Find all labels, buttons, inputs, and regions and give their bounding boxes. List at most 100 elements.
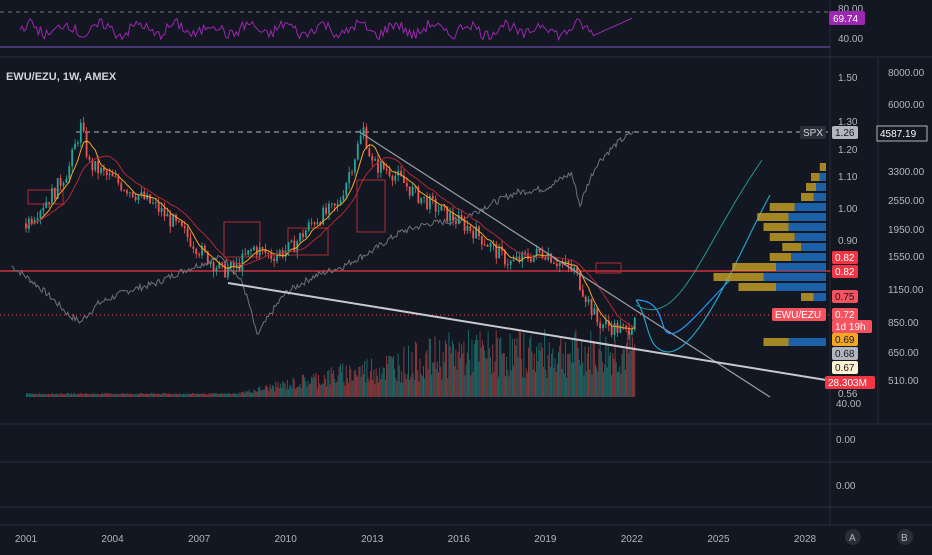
volume-bar-59	[94, 393, 96, 397]
candle-body-53	[178, 220, 180, 222]
volume-bar-250	[314, 376, 316, 397]
volume-bar-421	[511, 338, 513, 397]
volume-bar-480	[579, 364, 581, 397]
volume-bar-366	[448, 332, 450, 397]
log-scale-button-label[interactable]: B	[901, 533, 908, 544]
volume-bar-443	[537, 361, 539, 397]
candle-body-180	[544, 257, 547, 260]
price-label-text-5: EWU/EZU	[775, 310, 821, 321]
auto-scale-button[interactable]	[845, 529, 861, 545]
candle-body-86	[273, 258, 276, 262]
candle-body-54	[180, 221, 183, 227]
candle-body-45	[154, 202, 157, 204]
descending-resistance-trendline	[357, 130, 771, 398]
volume-bar-519	[624, 369, 626, 397]
volume-bar-189	[244, 393, 246, 397]
volume-bar-300	[372, 379, 374, 397]
spx-tick-1150.00: 1150.00	[888, 285, 924, 296]
candle-body-68	[221, 262, 224, 264]
volume-bar-409	[498, 376, 500, 397]
volume-bar-370	[453, 344, 455, 397]
candle-body-75	[241, 253, 244, 271]
volume-bar-390	[476, 334, 478, 397]
volume-bar-444	[538, 343, 540, 397]
volume-bar-117	[161, 394, 163, 397]
volume-bar-176	[229, 393, 231, 397]
volume-bar-397	[484, 350, 486, 397]
volume-bar-340	[418, 381, 420, 397]
volume-bar-37	[68, 393, 70, 397]
volume-bar-141	[188, 393, 190, 397]
volume-bar-116	[159, 394, 161, 397]
candle-body-46	[157, 202, 160, 212]
price-label-text-0: SPX	[803, 128, 823, 139]
volume-bar-350	[429, 339, 431, 397]
volume-bar-186	[240, 392, 242, 397]
profile-up-14	[763, 338, 789, 346]
volume-bar-27	[57, 394, 59, 397]
volume-bar-338	[416, 343, 418, 397]
price-label-badge-5	[772, 308, 826, 321]
volume-bar-506	[609, 351, 611, 397]
rsi-panel: 80.00 40.00 69.74	[0, 4, 865, 48]
candle-body-56	[186, 228, 189, 238]
volume-bar-523	[629, 331, 631, 397]
candle-body-0	[25, 223, 27, 229]
volume-bar-173	[225, 393, 227, 397]
profile-down-2	[816, 183, 826, 191]
volume-bar-221	[281, 387, 283, 397]
volume-bar-121	[165, 393, 167, 397]
volume-bar-273	[341, 372, 343, 397]
volume-bar-195	[251, 392, 253, 397]
volume-bars	[26, 329, 636, 397]
volume-bar-139	[186, 394, 188, 397]
main-panel[interactable]: EWU/EZU, 1W, AMEX	[0, 68, 928, 400]
volume-bar-270	[337, 375, 339, 397]
price-label-badge-1	[832, 126, 858, 139]
volume-bar-104	[146, 393, 148, 397]
volume-bar-442	[536, 346, 538, 397]
volume-bar-400	[487, 331, 489, 397]
volume-bar-47	[80, 393, 82, 397]
volume-bar-192	[247, 391, 249, 397]
volume-bar-479	[578, 359, 580, 397]
volume-bar-196	[252, 393, 254, 397]
volume-bar-151	[200, 394, 202, 397]
candle-body-87	[276, 255, 278, 262]
candle-body-170	[515, 256, 518, 260]
candle-body-208	[625, 325, 628, 328]
volume-bar-213	[271, 385, 273, 397]
volume-bar-432	[524, 377, 526, 397]
candle-body-143	[437, 210, 440, 212]
log-scale-button[interactable]	[897, 529, 913, 545]
candle-body-22	[88, 156, 91, 160]
candle-body-98	[307, 222, 310, 231]
volume-bar-302	[374, 383, 376, 397]
volume-bar-482	[582, 362, 584, 397]
volume-bar-152	[201, 393, 203, 397]
candle-body-18	[77, 142, 79, 144]
volume-bar-271	[338, 366, 340, 397]
volume-bar-319	[394, 368, 396, 397]
volume-bar-508	[612, 353, 614, 397]
volume-bar-438	[531, 351, 533, 397]
volume-bar-237	[299, 383, 301, 397]
volume-bar-228	[289, 385, 291, 397]
candle-body-119	[368, 148, 371, 157]
auto-scale-button-label[interactable]: A	[849, 533, 856, 544]
volume-bar-50	[83, 394, 85, 397]
volume-bar-60	[95, 393, 97, 397]
volume-bar-517	[622, 348, 624, 397]
volume-bar-7	[34, 394, 36, 397]
volume-bar-216	[275, 381, 277, 397]
candle-body-146	[446, 206, 449, 222]
volume-bar-51	[84, 393, 86, 397]
candle-body-205	[616, 322, 619, 333]
volume-bar-464	[561, 368, 563, 397]
volume-bar-503	[606, 367, 608, 397]
volume-bar-277	[345, 365, 347, 397]
volume-bar-33	[64, 394, 66, 397]
candle-body-31	[114, 176, 117, 178]
